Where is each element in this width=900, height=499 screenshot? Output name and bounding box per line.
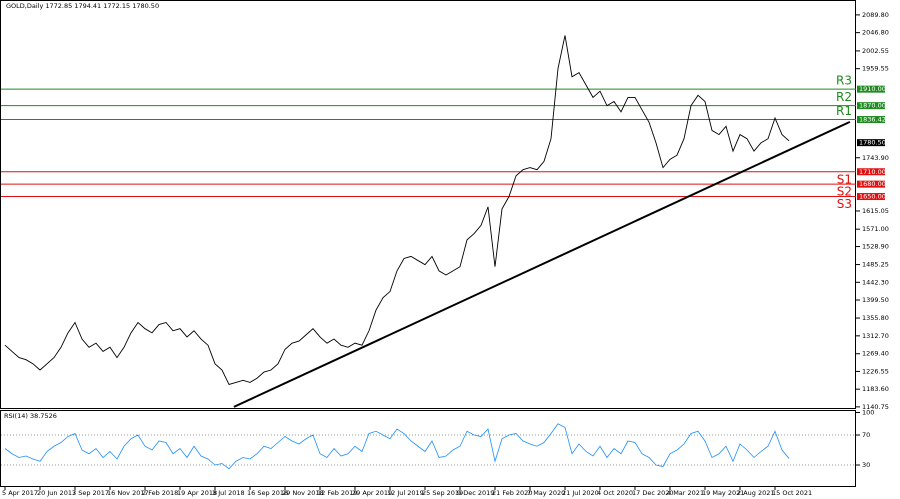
level-name: S1: [837, 172, 852, 186]
x-tick-label: 19 May 2021: [702, 489, 744, 497]
price-line: [4, 35, 790, 385]
level-tag: [857, 193, 885, 201]
level-name: R1: [836, 104, 852, 118]
y-tick-label: 30: [862, 461, 870, 469]
x-tick-label: 21 Jul 2020: [562, 489, 599, 497]
rsi-line: [4, 423, 790, 470]
level-tag-label: 1836.42: [859, 116, 886, 124]
y-tick-label: 1399.50: [862, 296, 889, 304]
x-tick-label: 3 Sep 2017: [72, 489, 109, 497]
chart-title: GOLD,Daily 1772.85 1794.41 1772.15 1780.…: [6, 2, 159, 10]
x-tick-label: 29 Apr 2019: [352, 489, 392, 497]
last-price-tag: [857, 139, 885, 147]
x-tick-label: 16 Sep 2018: [247, 489, 288, 497]
x-tick-label: 17 Dec 2020: [632, 489, 674, 497]
x-tick-label: 25 Sep 2019: [422, 489, 463, 497]
y-tick-label: 1442.30: [862, 278, 889, 286]
x-tick-label: 20 Jun 2017: [37, 489, 76, 497]
level-tag: [857, 102, 885, 110]
level-tag-label: 1680.00: [859, 180, 886, 188]
level-tag: [857, 85, 885, 93]
y-tick-label: 1183.60: [862, 385, 889, 393]
x-tick-label: 5 Apr 2017: [2, 489, 38, 497]
level-name: R2: [836, 90, 852, 104]
y-tick-label: 1528.90: [862, 243, 889, 251]
y-tick-label: 1959.55: [862, 65, 889, 73]
y-tick-label: 1485.25: [862, 261, 889, 269]
y-tick-label: 2046.80: [862, 29, 889, 37]
last-price-label: 1780.50: [859, 139, 886, 147]
y-tick-label: 100: [862, 409, 874, 417]
x-tick-label: 29 Nov 2018: [282, 489, 324, 497]
level-tag-label: 1650.00: [859, 193, 886, 201]
x-tick-label: 9 Dec 2019: [457, 489, 494, 497]
y-tick-label: 2002.55: [862, 47, 889, 55]
x-tick-label: 16 Nov 2017: [107, 489, 149, 497]
rsi-frame: [0, 410, 856, 487]
x-tick-label: 15 Oct 2021: [772, 489, 812, 497]
y-tick-label: 1571.00: [862, 225, 889, 233]
level-tag-label: 1870.00: [859, 102, 886, 110]
y-tick-label: 1743.90: [862, 154, 889, 162]
x-tick-label: 4 Oct 2020: [597, 489, 633, 497]
x-tick-label: 3 Jul 2018: [212, 489, 245, 497]
y-tick-label: 1140.75: [862, 403, 889, 411]
y-tick-label: 2089.80: [862, 11, 889, 19]
level-name: R3: [836, 74, 852, 88]
level-name: S3: [837, 197, 852, 211]
level-tag: [857, 168, 885, 176]
y-tick-label: 1312.70: [862, 332, 889, 340]
x-tick-label: 19 Apr 2018: [177, 489, 217, 497]
y-tick-label: 1269.40: [862, 350, 889, 358]
level-tag-label: 1910.00: [859, 85, 886, 93]
x-tick-label: 2 Aug 2021: [737, 489, 775, 497]
level-tag: [857, 116, 885, 124]
x-tick-label: 2 Feb 2018: [142, 489, 178, 497]
trendline: [233, 120, 851, 408]
x-tick-label: 4 Mar 2021: [667, 489, 704, 497]
x-tick-label: 12 Feb 2019: [317, 489, 357, 497]
level-tag: [857, 180, 885, 188]
x-tick-label: 7 May 2020: [527, 489, 565, 497]
y-tick-label: 1615.05: [862, 207, 889, 215]
rsi-title: RSI(14) 38.7526: [4, 412, 57, 420]
price-frame: [0, 0, 856, 409]
level-name: S2: [837, 185, 852, 199]
y-tick-label: 1355.80: [862, 314, 889, 322]
x-tick-label: 21 Feb 2020: [492, 489, 532, 497]
y-tick-label: 70: [862, 431, 870, 439]
x-tick-label: 12 Jul 2019: [387, 489, 424, 497]
y-tick-label: 1226.55: [862, 367, 889, 375]
level-tag-label: 1710.00: [859, 168, 886, 176]
